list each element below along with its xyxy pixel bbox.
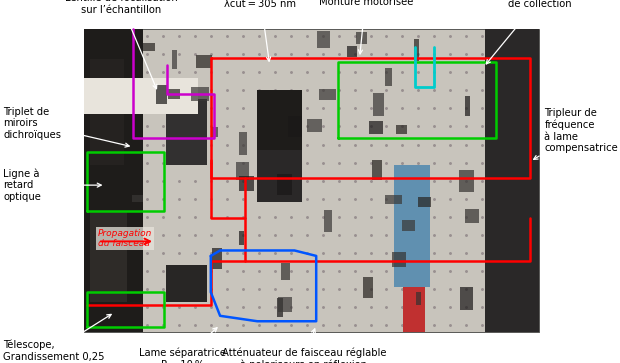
Bar xyxy=(417,292,421,305)
Bar xyxy=(288,116,302,137)
Bar xyxy=(132,195,143,202)
Bar xyxy=(363,277,373,298)
Bar xyxy=(239,231,244,245)
Bar xyxy=(90,59,124,166)
Bar xyxy=(277,174,292,195)
Bar xyxy=(257,150,303,202)
Bar xyxy=(212,248,222,269)
Bar xyxy=(257,90,303,150)
Text: Ligne à
retard
optique: Ligne à retard optique xyxy=(3,168,101,202)
Bar xyxy=(324,209,332,232)
Text: Objectif
de collection: Objectif de collection xyxy=(486,0,572,64)
Bar xyxy=(402,220,415,231)
Bar xyxy=(414,39,419,61)
Bar xyxy=(347,46,356,57)
Bar xyxy=(369,121,383,134)
Bar xyxy=(84,29,143,332)
Bar xyxy=(281,264,290,280)
Text: Propagation
du faisceau: Propagation du faisceau xyxy=(98,229,153,248)
Text: Lame séparatrice
R = 10 %: Lame séparatrice R = 10 % xyxy=(140,328,226,363)
Bar xyxy=(196,55,212,68)
Bar xyxy=(239,176,254,191)
Bar xyxy=(465,209,479,223)
Bar xyxy=(403,287,425,332)
Bar xyxy=(355,32,367,44)
Bar xyxy=(278,297,292,312)
Bar xyxy=(418,197,431,207)
Bar xyxy=(464,96,470,116)
Bar xyxy=(394,166,430,287)
Bar xyxy=(211,127,218,137)
Bar xyxy=(307,119,322,132)
Bar xyxy=(191,87,208,101)
Bar xyxy=(166,99,206,166)
Text: Tripleur de
fréquence
à lame
compensatrice: Tripleur de fréquence à lame compensatri… xyxy=(534,108,618,159)
Bar xyxy=(172,50,177,69)
Text: Cristal de BBO :
Monture motorisée: Cristal de BBO : Monture motorisée xyxy=(319,0,413,54)
Bar xyxy=(84,78,198,114)
Bar xyxy=(396,125,407,134)
Bar xyxy=(392,252,406,267)
Bar xyxy=(84,29,539,332)
Text: Filtre passe-bas
λcut = 305 nm: Filtre passe-bas λcut = 305 nm xyxy=(221,0,299,61)
Text: Lentille de focalisation
sur l’échantillon: Lentille de focalisation sur l’échantill… xyxy=(64,0,177,89)
Bar xyxy=(460,287,473,310)
Bar xyxy=(372,160,382,180)
Bar xyxy=(459,170,474,192)
Bar xyxy=(317,31,330,48)
Bar xyxy=(385,195,402,204)
Text: Triplet de
miroirs
dichroïques: Triplet de miroirs dichroïques xyxy=(3,107,129,147)
Bar xyxy=(169,89,180,99)
Bar xyxy=(485,29,539,332)
Bar xyxy=(239,132,247,155)
Bar xyxy=(156,85,167,104)
Bar xyxy=(143,43,155,51)
Bar xyxy=(277,298,283,317)
Bar xyxy=(90,211,127,302)
Bar xyxy=(385,68,392,86)
Text: Télescope,
Grandissement 0,25: Télescope, Grandissement 0,25 xyxy=(3,314,111,362)
Bar xyxy=(319,89,337,99)
Bar xyxy=(373,93,384,116)
Bar xyxy=(236,162,249,180)
Text: Atténuateur de faisceau réglable
à polariseurs en réflexion: Atténuateur de faisceau réglable à polar… xyxy=(221,329,386,363)
Bar xyxy=(166,265,206,302)
